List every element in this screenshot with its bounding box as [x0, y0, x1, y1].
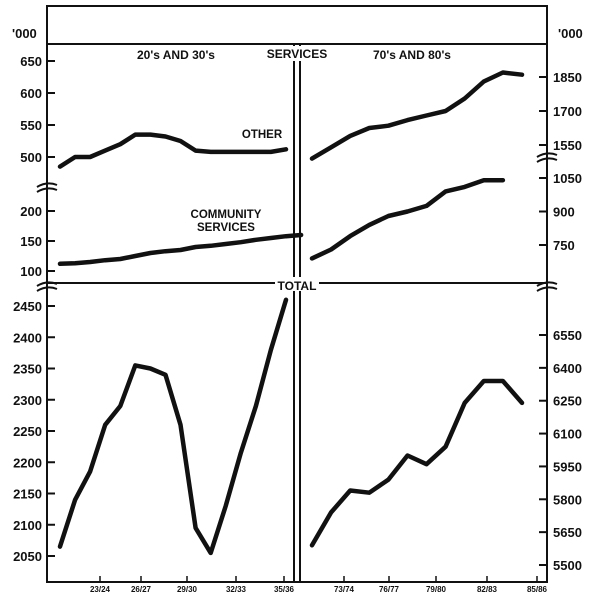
x-tick-label-bottom-right: 76/77 [379, 585, 400, 594]
series-line-total-20s30s [57, 297, 289, 556]
y-tick-label-bottom-left: 2250 [13, 424, 42, 439]
label-other: OTHER [242, 129, 283, 141]
y-tick-label-bottom-left: 2150 [13, 487, 42, 502]
y-tick-label-top-left-upper: 500 [20, 150, 42, 165]
x-tick-label-bottom-left: 35/36 [274, 585, 295, 594]
period-label-left: 20's AND 30's [137, 48, 215, 62]
y-tick-label-top-right-upper: 1700 [553, 104, 582, 119]
y-tick-label-bottom-left: 2300 [13, 393, 42, 408]
total-title-gap [275, 277, 319, 291]
y-tick-label-top-left-lower: 100 [20, 264, 42, 279]
x-tick-label-bottom-left: 32/33 [226, 585, 247, 594]
axis-break-left [36, 182, 58, 193]
x-tick-label-bottom-right: 73/74 [334, 585, 355, 594]
series-line-community-20s30s [57, 232, 304, 267]
y-tick-label-bottom-left: 2100 [13, 518, 42, 533]
y-tick-label-top-left-lower: 150 [20, 234, 42, 249]
series-line-community-70s80s [309, 177, 506, 261]
x-tick-label-bottom-left: 26/27 [131, 585, 152, 594]
y-tick-label-bottom-right: 6550 [553, 328, 582, 343]
y-tick-label-bottom-left: 2200 [13, 455, 42, 470]
y-tick-label-top-right-lower: 1050 [553, 171, 582, 186]
y-tick-label-top-right-upper: 1850 [553, 70, 582, 85]
y-tick-label-bottom-right: 6250 [553, 394, 582, 409]
series-line-total-70s80s [309, 378, 525, 548]
total-title: TOTAL [278, 279, 317, 293]
y-tick-label-bottom-right: 5500 [553, 558, 582, 573]
series-line-other-70s80s [309, 70, 525, 161]
x-tick-label-bottom-right: 82/83 [477, 585, 498, 594]
x-tick-label-bottom-right: 85/86 [527, 585, 548, 594]
x-tick-label-bottom-left: 29/30 [177, 585, 198, 594]
y-tick-label-top-left-lower: 200 [20, 204, 42, 219]
y-tick-label-top-left-upper: 600 [20, 86, 42, 101]
y-tick-label-bottom-right: 6100 [553, 427, 582, 442]
x-tick-label-bottom-left: 23/24 [90, 585, 111, 594]
axis-break-right-total [536, 281, 558, 292]
y-tick-label-top-right-upper: 1550 [553, 138, 582, 153]
services-title-gap [266, 46, 328, 61]
label-services: SERVICES [197, 222, 255, 234]
period-label-right: 70's AND 80's [373, 48, 451, 62]
y-tick-label-bottom-right: 5800 [553, 492, 582, 507]
axis-break-right [536, 152, 558, 163]
y-tick-label-bottom-right: 6400 [553, 361, 582, 376]
y-tick-label-bottom-left: 2400 [13, 330, 42, 345]
y-tick-label-top-right-lower: 750 [553, 238, 575, 253]
y-tick-label-top-right-lower: 900 [553, 205, 575, 220]
y-tick-label-bottom-right: 5650 [553, 525, 582, 540]
y-tick-label-top-left-upper: 650 [20, 54, 42, 69]
y-tick-label-bottom-left: 2350 [13, 362, 42, 377]
y-tick-label-bottom-right: 5950 [553, 459, 582, 474]
y-tick-label-bottom-left: 2050 [13, 549, 42, 564]
label-community: COMMUNITY [191, 209, 262, 221]
series-line-other-20s30s [57, 132, 289, 169]
chart-marks: 500 550 600 650 100 150 200 1550 1700 1850 750 900 1… [13, 54, 582, 594]
y-tick-label-top-left-upper: 550 [20, 118, 42, 133]
axis-break-left-total [36, 281, 58, 292]
services-title: SERVICES [267, 47, 327, 61]
y-tick-label-bottom-left: 2450 [13, 299, 42, 314]
unit-label-left: '000 [12, 26, 37, 41]
unit-label-right: '000 [558, 26, 583, 41]
x-tick-label-bottom-right: 79/80 [426, 585, 447, 594]
